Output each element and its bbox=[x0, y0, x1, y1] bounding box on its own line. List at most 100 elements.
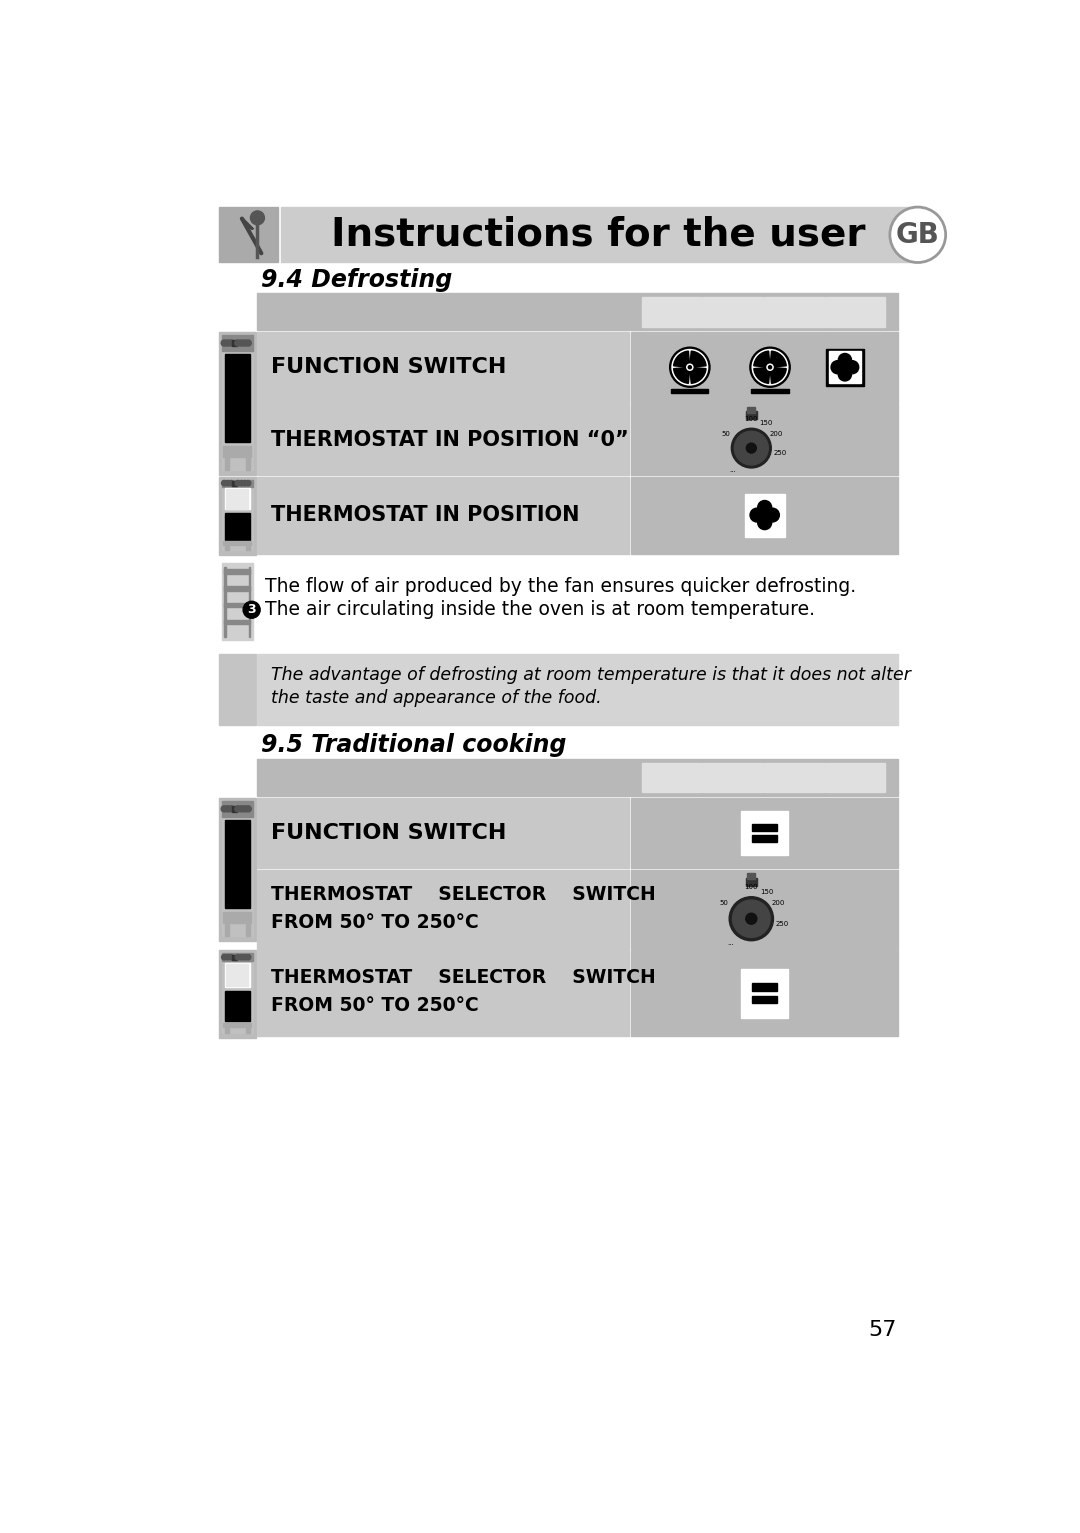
Bar bbox=[828, 351, 861, 383]
Bar bbox=[764, 763, 824, 793]
Bar bbox=[221, 800, 253, 937]
Circle shape bbox=[251, 212, 265, 225]
Bar bbox=[221, 954, 253, 1033]
Bar bbox=[825, 763, 885, 793]
Bar bbox=[703, 297, 762, 327]
Circle shape bbox=[890, 207, 946, 262]
Text: ...: ... bbox=[728, 940, 734, 946]
Text: Instructions for the user: Instructions for the user bbox=[332, 216, 866, 254]
Bar bbox=[224, 541, 252, 544]
Bar bbox=[257, 950, 630, 1036]
Circle shape bbox=[234, 806, 241, 812]
Text: the taste and appearance of the food.: the taste and appearance of the food. bbox=[271, 690, 602, 707]
Circle shape bbox=[752, 350, 788, 385]
Bar bbox=[752, 996, 778, 1003]
Bar bbox=[746, 411, 757, 419]
Bar bbox=[232, 806, 237, 812]
Wedge shape bbox=[770, 351, 786, 368]
Bar bbox=[752, 983, 778, 990]
Text: FROM 50° TO 250°C: FROM 50° TO 250°C bbox=[271, 912, 480, 932]
Bar bbox=[224, 1023, 252, 1027]
Text: THERMOSTAT    SELECTOR    SWITCH: THERMOSTAT SELECTOR SWITCH bbox=[271, 885, 657, 904]
Bar bbox=[631, 950, 899, 1036]
Text: THERMOSTAT IN POSITION “0”: THERMOSTAT IN POSITION “0” bbox=[271, 429, 630, 449]
Circle shape bbox=[672, 350, 707, 385]
Circle shape bbox=[746, 914, 757, 924]
Wedge shape bbox=[754, 368, 770, 383]
Circle shape bbox=[734, 431, 768, 464]
Bar bbox=[257, 797, 630, 869]
Circle shape bbox=[228, 480, 233, 486]
Bar bbox=[703, 763, 762, 793]
Bar bbox=[744, 494, 785, 537]
Circle shape bbox=[245, 806, 252, 812]
Circle shape bbox=[225, 480, 230, 486]
Bar bbox=[225, 567, 226, 638]
Bar bbox=[281, 207, 916, 262]
Circle shape bbox=[838, 368, 851, 382]
Bar bbox=[221, 954, 253, 961]
Circle shape bbox=[688, 366, 691, 369]
Text: 200: 200 bbox=[770, 431, 783, 437]
Circle shape bbox=[221, 955, 227, 960]
Bar bbox=[225, 619, 251, 624]
Bar bbox=[218, 477, 256, 555]
Bar bbox=[225, 963, 249, 987]
Bar bbox=[221, 480, 253, 550]
Bar bbox=[742, 811, 788, 855]
Text: FUNCTION SWITCH: FUNCTION SWITCH bbox=[271, 823, 507, 843]
Bar bbox=[218, 653, 256, 725]
Bar bbox=[642, 763, 702, 793]
Circle shape bbox=[832, 360, 845, 374]
Bar bbox=[257, 653, 899, 725]
Circle shape bbox=[758, 515, 772, 529]
Circle shape bbox=[242, 955, 247, 960]
Bar bbox=[747, 874, 755, 880]
Text: 150: 150 bbox=[759, 420, 772, 426]
Bar bbox=[221, 800, 253, 817]
Bar bbox=[232, 481, 237, 486]
Bar bbox=[257, 871, 630, 949]
Circle shape bbox=[731, 428, 771, 468]
Bar bbox=[257, 293, 899, 330]
Bar bbox=[221, 334, 253, 471]
Bar bbox=[825, 297, 885, 327]
Circle shape bbox=[767, 365, 773, 371]
Bar bbox=[221, 563, 253, 639]
Circle shape bbox=[753, 903, 762, 912]
Circle shape bbox=[239, 955, 244, 960]
Circle shape bbox=[242, 480, 247, 486]
Text: 100: 100 bbox=[744, 885, 758, 891]
Circle shape bbox=[239, 340, 244, 346]
Bar bbox=[225, 602, 251, 607]
Circle shape bbox=[846, 360, 859, 374]
Bar bbox=[257, 477, 630, 553]
Text: 9.5 Traditional cooking: 9.5 Traditional cooking bbox=[261, 733, 567, 756]
Bar bbox=[642, 297, 702, 327]
Bar bbox=[631, 405, 899, 475]
Bar bbox=[224, 446, 252, 457]
Bar bbox=[631, 797, 899, 869]
Circle shape bbox=[234, 340, 241, 346]
Bar bbox=[227, 489, 248, 509]
Bar bbox=[672, 389, 708, 392]
Circle shape bbox=[221, 806, 228, 812]
Circle shape bbox=[841, 363, 848, 371]
Bar bbox=[221, 334, 253, 351]
Wedge shape bbox=[674, 351, 690, 368]
Circle shape bbox=[235, 480, 241, 486]
Circle shape bbox=[729, 897, 773, 941]
Bar bbox=[826, 348, 864, 386]
Wedge shape bbox=[690, 351, 706, 368]
Bar bbox=[631, 871, 899, 949]
Circle shape bbox=[838, 354, 851, 366]
Bar bbox=[752, 825, 778, 831]
Bar bbox=[747, 406, 755, 412]
Bar bbox=[246, 1027, 249, 1033]
Circle shape bbox=[225, 955, 230, 960]
Text: 57: 57 bbox=[868, 1320, 897, 1340]
Circle shape bbox=[221, 480, 227, 486]
Text: The air circulating inside the oven is at room temperature.: The air circulating inside the oven is a… bbox=[266, 601, 815, 619]
Circle shape bbox=[750, 507, 764, 523]
Circle shape bbox=[228, 806, 234, 812]
